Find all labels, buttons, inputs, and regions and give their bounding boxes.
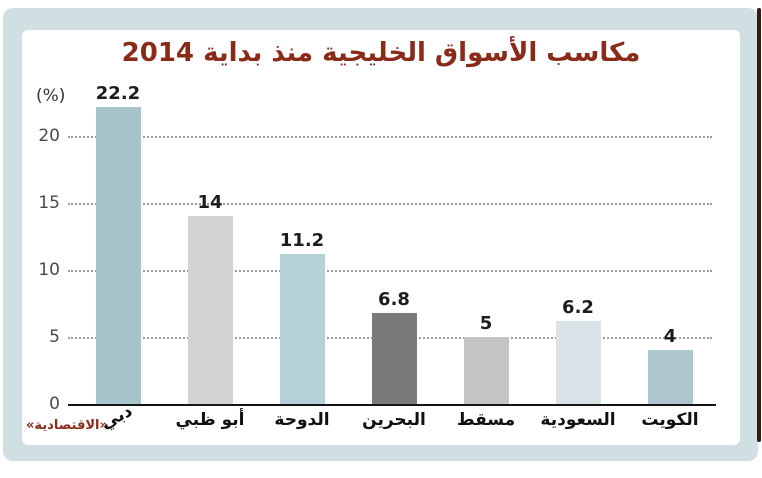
bar-value-label: 11.2 [279,230,325,251]
bar-3 [371,313,417,404]
x-label-cell: أبو ظبي [164,410,256,430]
bar-4 [463,337,509,404]
bar-6 [647,350,693,404]
newspaper-credit: «الاقتصادية» [26,418,108,433]
y-tick-label: 20 [38,126,60,146]
bar-value-label: 6.2 [562,297,594,318]
x-label-cell: الكويت [624,410,716,430]
chart-card: مكاسب الأسواق الخليجية منذ بداية 2014 (%… [22,30,740,445]
bar-value-label: 4 [663,326,677,347]
x-label-cell: مسقط [440,410,532,430]
y-axis-unit-label: (%) [36,86,66,106]
bar-column-2: 11.2 [256,30,348,404]
x-label-cell: البحرين [348,410,440,430]
bar-1 [187,216,233,404]
bars-group: 22.2 14 11.2 6.8 5 6.2 4 [72,30,716,404]
y-tick-label: 5 [49,327,60,347]
x-axis-label: البحرين [362,410,426,430]
bar-value-label: 6.8 [378,289,410,310]
x-axis-labels: دبي أبو ظبي الدوحة البحرين مسقط السعودية الكوي… [72,401,716,433]
bar-value-label: 5 [479,313,493,334]
x-label-cell: السعودية [532,410,624,430]
gridline [68,203,712,205]
bar-value-label: 14 [197,192,223,213]
x-axis-line [68,404,716,406]
bar-column-1: 14 [164,30,256,404]
page-edge-rule [757,8,761,442]
bar-column-3: 6.8 [348,30,440,404]
x-axis-label: أبو ظبي [175,410,245,430]
chart-title: مكاسب الأسواق الخليجية منذ بداية 2014 [121,38,641,68]
bar-column-4: 5 [440,30,532,404]
x-axis-label: الدوحة [274,410,330,430]
plot-area: 22.2 14 11.2 6.8 5 6.2 4 دبي أبو ظبي الدوحة البحر… [22,30,740,445]
x-axis-label: السعودية [540,410,616,430]
y-tick-label: 10 [38,260,60,280]
bar-2 [279,254,325,404]
bar-5 [555,321,601,404]
bar-column-6: 4 [624,30,716,404]
y-tick-label: 0 [49,394,60,414]
bar-column-5: 6.2 [532,30,624,404]
bar-value-label: 22.2 [95,83,141,104]
bar-0 [95,107,141,404]
bar-column-0: 22.2 [72,30,164,404]
gridline [68,270,712,272]
x-axis-label: الكويت [641,410,699,430]
x-axis-label: مسقط [456,410,516,430]
x-label-cell: دبي [72,401,164,433]
y-tick-label: 15 [38,193,60,213]
gridline [68,136,712,138]
x-label-cell: الدوحة [256,410,348,430]
